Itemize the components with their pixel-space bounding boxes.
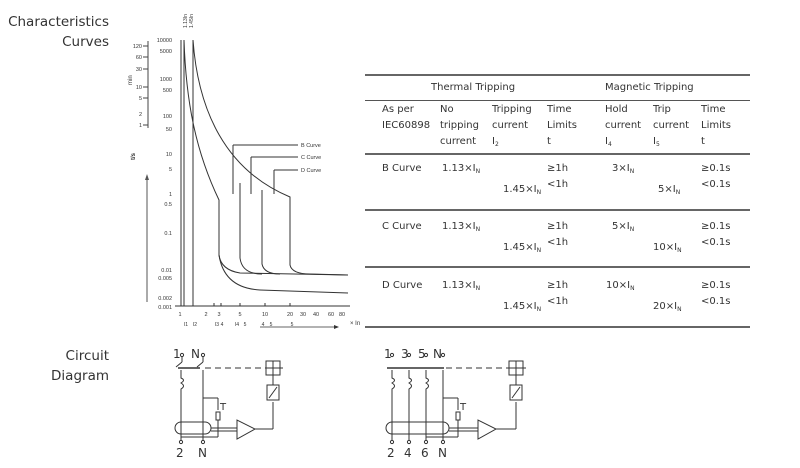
col-header-time-mag: Time Limits t [701,104,731,147]
svg-text:10000: 10000 [157,38,172,44]
svg-text:40: 40 [313,312,319,318]
svg-text:1: 1 [178,312,181,318]
svg-text:60: 60 [136,55,142,61]
svg-text:2: 2 [139,112,142,118]
svg-text:T: T [219,402,227,413]
svg-text:10: 10 [166,152,172,158]
svg-text:10: 10 [262,312,268,318]
svg-text:4: 4 [221,322,224,328]
svg-text:I1: I1 [184,322,188,328]
group-header-magnetic: Magnetic Tripping [605,82,694,93]
svg-text:4: 4 [404,446,412,460]
svg-text:1: 1 [173,347,181,361]
svg-text:500: 500 [163,88,172,94]
col-header-no-trip: No tripping current [440,104,479,147]
svg-text:2: 2 [204,312,207,318]
circuit-diagram-title: Circuit Diagram [0,346,109,386]
x-arrow-icon [334,325,339,329]
svg-text:1: 1 [169,192,172,198]
circuit-single-labels: 1 N 2 N T [173,347,227,460]
svg-text:1000: 1000 [160,77,172,83]
svg-text:1: 1 [139,123,142,129]
svg-text:20: 20 [287,312,293,318]
svg-text:4: 4 [262,322,265,328]
y-axis-label: t/s [131,152,137,160]
y-axis-minutes-labels: 120 60 30 10 5 2 1 [133,44,142,129]
minutes-unit-label: min [128,75,134,85]
svg-text:5: 5 [238,312,241,318]
circuit-single-pole [174,352,283,445]
col-header-trip-current-mag: Trip current I5 [653,104,690,148]
svg-text:I4: I4 [235,322,239,328]
y-axis-minutes [143,41,149,128]
svg-text:0.005: 0.005 [158,276,172,282]
title-line-2: Diagram [51,368,109,384]
title-line-2: Curves [62,34,109,50]
svg-text:N: N [433,347,442,361]
svg-text:120: 120 [133,44,142,50]
characteristics-curves-title: Characteristics Curves [0,12,109,52]
svg-text:5: 5 [270,322,273,328]
label-113in: 1.13In [183,14,189,28]
svg-text:N: N [198,446,207,460]
svg-text:B Curve: B Curve [301,143,321,149]
svg-text:3: 3 [217,312,220,318]
y-arrow-icon [145,174,149,180]
svg-text:60: 60 [328,312,334,318]
svg-text:5: 5 [169,167,172,173]
svg-text:100: 100 [163,114,172,120]
title-line-1: Characteristics [8,14,109,30]
svg-text:N: N [438,446,447,460]
svg-text:T: T [459,402,467,413]
svg-text:2: 2 [387,446,395,460]
col-header-standard: As per IEC60898 [382,104,431,131]
svg-text:I2: I2 [193,322,197,328]
svg-text:5: 5 [244,322,247,328]
svg-text:30: 30 [136,67,142,73]
svg-text:30: 30 [300,312,306,318]
y-axis-seconds-labels: 10000 5000 1000 500 100 50 10 5 1 0.5 0.… [157,38,172,311]
group-header-thermal: Thermal Tripping [431,82,516,93]
svg-text:80: 80 [339,312,345,318]
label-145in: 1.45In [189,14,195,28]
svg-text:3: 3 [401,347,409,361]
svg-text:5: 5 [139,96,142,102]
svg-text:I3: I3 [215,322,219,328]
x-axis-label: × In [350,321,360,327]
svg-text:2: 2 [176,446,184,460]
svg-text:D Curve: D Curve [301,168,321,174]
svg-text:0.1: 0.1 [164,231,172,237]
svg-text:10: 10 [136,85,142,91]
curve-legend: B Curve C Curve D Curve [301,143,321,174]
title-line-1: Circuit [65,348,109,364]
svg-text:5: 5 [418,347,426,361]
circuit-three-pole [385,352,526,445]
x-axis-labels: 1 2 3 5 10 20 30 40 60 80 [178,312,345,318]
svg-text:5000: 5000 [160,49,172,55]
svg-text:0.001: 0.001 [158,305,172,311]
svg-text:1: 1 [384,347,392,361]
svg-text:0.01: 0.01 [161,268,172,274]
svg-text:0.002: 0.002 [158,296,172,302]
col-header-time-thermal: Time Limits t [547,104,577,147]
svg-text:6: 6 [421,446,429,460]
col-header-trip-current: Tripping current I2 [492,104,532,148]
col-header-hold-current: Hold current I4 [605,104,642,148]
svg-text:50: 50 [166,127,172,133]
svg-text:N: N [191,347,200,361]
svg-text:0.5: 0.5 [164,202,172,208]
svg-text:5: 5 [291,322,294,328]
svg-text:C Curve: C Curve [301,155,321,161]
circuit-three-labels: 1 3 5 N 2 4 6 N T [384,347,467,460]
